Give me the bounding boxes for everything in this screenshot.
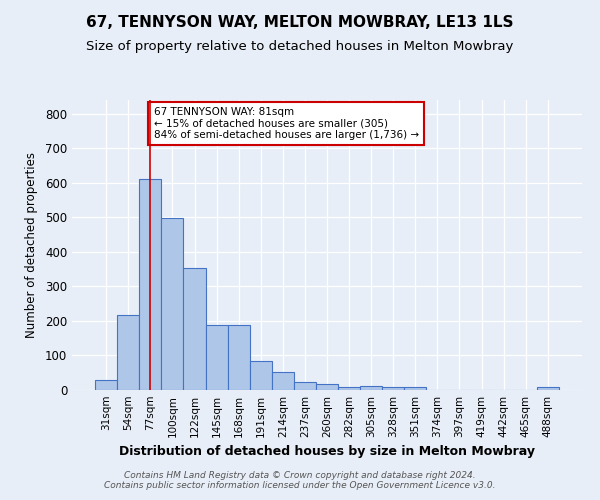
Text: 67, TENNYSON WAY, MELTON MOWBRAY, LE13 1LS: 67, TENNYSON WAY, MELTON MOWBRAY, LE13 1… [86, 15, 514, 30]
Bar [404, 387, 427, 390]
Bar [184, 268, 206, 390]
Bar [537, 387, 559, 390]
Bar [206, 326, 227, 390]
Bar [294, 382, 316, 390]
Bar [250, 362, 272, 390]
X-axis label: Distribution of detached houses by size in Melton Mowbray: Distribution of detached houses by size … [119, 446, 535, 458]
Bar [272, 372, 294, 390]
Bar [316, 384, 338, 390]
Bar [338, 387, 360, 390]
Bar [139, 178, 161, 390]
Bar [161, 218, 184, 390]
Bar [95, 380, 117, 390]
Text: Contains HM Land Registry data © Crown copyright and database right 2024.
Contai: Contains HM Land Registry data © Crown c… [104, 470, 496, 490]
Bar [360, 386, 382, 390]
Y-axis label: Number of detached properties: Number of detached properties [25, 152, 38, 338]
Text: Size of property relative to detached houses in Melton Mowbray: Size of property relative to detached ho… [86, 40, 514, 53]
Bar [382, 387, 404, 390]
Bar [117, 314, 139, 390]
Text: 67 TENNYSON WAY: 81sqm
← 15% of detached houses are smaller (305)
84% of semi-de: 67 TENNYSON WAY: 81sqm ← 15% of detached… [154, 107, 419, 140]
Bar [227, 326, 250, 390]
